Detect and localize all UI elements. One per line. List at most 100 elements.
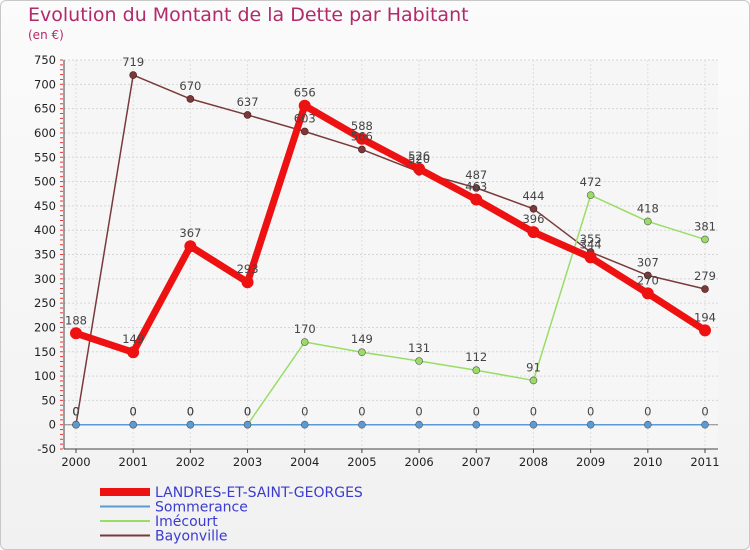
x-tick-label: 2005: [347, 455, 376, 469]
x-tick-label: 2006: [404, 455, 433, 469]
data-point-0: [355, 132, 368, 145]
data-label-0: 270: [637, 273, 659, 287]
x-tick-label: 2000: [61, 455, 90, 469]
y-tick-label: 0: [49, 418, 56, 432]
data-point-0: [641, 287, 654, 300]
data-point-0: [298, 99, 311, 112]
data-label-1: 0: [358, 405, 365, 419]
data-point-2: [415, 357, 423, 365]
legend-label: Bayonville: [155, 529, 227, 545]
legend: LANDRES-ET-SAINT-GEORGESSommeranceImécou…: [100, 485, 363, 545]
data-label-2: 170: [294, 322, 316, 336]
y-tick-label: 150: [34, 345, 56, 359]
chart-subtitle: (en €): [28, 28, 64, 42]
data-point-2: [300, 338, 309, 346]
data-point-0: [184, 240, 197, 253]
data-point-2: [358, 348, 366, 357]
data-label-3: 279: [694, 269, 716, 283]
data-label-1: 0: [130, 405, 137, 419]
y-tick-label: 700: [34, 77, 56, 91]
x-tick-label: 2004: [290, 455, 319, 469]
data-labels: 0 719 670 637 603 566 520 487 444 355 307 279 0 0 0 0 17…: [65, 55, 716, 419]
x-tick-label: 2002: [176, 455, 205, 469]
y-tick-label: 400: [34, 223, 56, 237]
data-point-2: [529, 376, 538, 385]
y-tick-label: 500: [34, 175, 56, 189]
data-point-0: [127, 346, 140, 359]
y-tick-label: 300: [34, 272, 56, 286]
y-tick-label: 600: [34, 126, 56, 140]
data-point-3: [243, 111, 252, 119]
y-tick-label: 750: [34, 53, 56, 67]
y-tick-label: -50: [37, 442, 56, 456]
data-point-3: [644, 271, 652, 280]
data-label-3: 520: [408, 152, 430, 166]
x-tick-label: 2010: [633, 455, 662, 469]
y-tick-label: 650: [34, 102, 56, 116]
data-label-1: 0: [72, 405, 79, 419]
data-point-1: [129, 420, 137, 429]
data-point-1: [701, 420, 709, 429]
data-point-0: [70, 327, 82, 340]
data-label-0: 396: [522, 212, 544, 226]
data-point-1: [72, 420, 80, 429]
data-point-3: [186, 95, 195, 103]
data-point-1: [358, 420, 366, 429]
data-label-1: 0: [473, 405, 480, 419]
data-label-0: 367: [179, 226, 201, 240]
data-label-3: 637: [237, 95, 259, 109]
data-label-1: 0: [244, 405, 251, 419]
data-label-2: 0: [187, 405, 194, 419]
series-lines: [70, 71, 711, 429]
data-label-3: 670: [179, 79, 201, 93]
data-point-0: [527, 226, 540, 239]
data-point-0: [413, 162, 426, 175]
data-label-0: 188: [65, 313, 87, 327]
data-label-0: 293: [237, 262, 259, 276]
data-point-3: [300, 127, 309, 136]
y-tick-label: 200: [34, 320, 56, 334]
x-tick-label: 2007: [462, 455, 491, 469]
data-point-0: [584, 251, 597, 264]
data-point-2: [701, 235, 709, 244]
data-label-3: 603: [294, 111, 316, 125]
data-label-0: 344: [580, 237, 602, 251]
data-point-1: [472, 420, 481, 429]
grid: [64, 59, 718, 450]
data-label-2: 0: [130, 405, 137, 419]
data-point-2: [472, 366, 481, 375]
data-label-1: 0: [301, 405, 308, 419]
data-label-1: 0: [701, 405, 708, 419]
data-point-1: [186, 420, 195, 429]
data-label-0: 526: [408, 149, 430, 163]
data-point-3: [129, 71, 137, 79]
data-point-3: [529, 204, 538, 213]
data-label-3: 355: [580, 232, 602, 246]
legend-label: LANDRES-ET-SAINT-GEORGES: [155, 485, 363, 501]
data-point-0: [699, 324, 711, 337]
data-label-0: 194: [694, 310, 716, 324]
data-label-0: 463: [465, 180, 487, 194]
data-point-0: [241, 276, 254, 289]
data-label-3: 444: [522, 189, 544, 203]
data-label-1: 0: [415, 405, 422, 419]
data-label-1: 0: [187, 405, 194, 419]
y-tick-label: 550: [34, 150, 56, 164]
data-point-3: [358, 145, 366, 154]
data-label-1: 0: [587, 405, 594, 419]
data-label-2: 131: [408, 341, 430, 355]
y-tick-label: 50: [41, 393, 56, 407]
x-tick-label: 2009: [576, 455, 605, 469]
y-tick-label: 100: [34, 369, 56, 383]
data-label-2: 418: [637, 201, 659, 215]
data-label-2: 149: [351, 332, 373, 346]
y-tick-label: 250: [34, 296, 56, 310]
data-label-3: 487: [465, 168, 487, 182]
data-point-1: [644, 420, 652, 429]
series-line-0: [74, 102, 707, 356]
chart-title: Evolution du Montant de la Dette par Hab…: [28, 4, 469, 26]
data-label-2: 381: [694, 219, 716, 233]
data-label-0: 588: [351, 119, 373, 133]
data-point-3: [701, 285, 709, 293]
